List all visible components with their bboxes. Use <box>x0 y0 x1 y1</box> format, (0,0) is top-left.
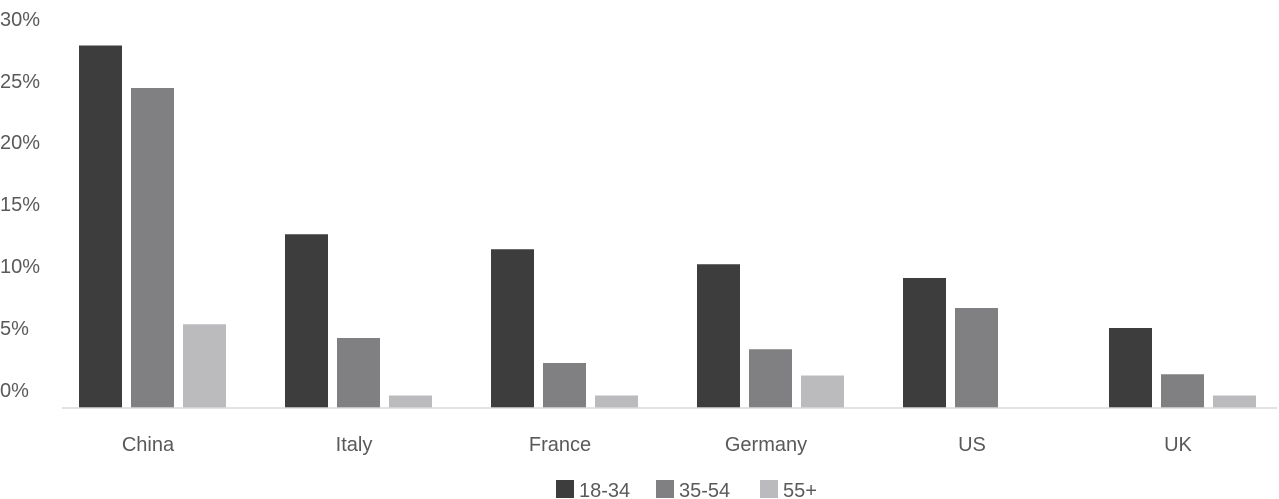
legend-label: 35-54 <box>679 480 730 499</box>
x-category-label: China <box>122 434 175 456</box>
bar-uk-55plus <box>1213 395 1256 408</box>
bar-uk-35-54 <box>1161 374 1204 408</box>
y-tick-label: 5% <box>0 318 29 340</box>
x-axis-categories: China Italy France Germany US UK <box>122 434 1193 456</box>
bar-us-18-34 <box>903 278 946 408</box>
bar-italy-55plus <box>389 395 432 408</box>
bar-china-18-34 <box>79 45 122 408</box>
legend-swatch-55-plus <box>760 480 778 498</box>
bar-china-55plus <box>183 324 226 408</box>
x-category-label: Germany <box>725 434 807 456</box>
x-category-label: France <box>529 434 591 456</box>
bar-france-35-54 <box>543 363 586 408</box>
y-tick-label: 0% <box>0 380 29 402</box>
y-tick-label: 10% <box>0 256 40 278</box>
y-axis-ticks: 0% 5% 10% 15% 20% 25% 30% <box>0 9 40 402</box>
legend-swatch-18-34 <box>556 480 574 498</box>
bar-us-35-54 <box>955 308 998 408</box>
bar-germany-18-34 <box>697 264 740 408</box>
bars <box>79 45 1256 408</box>
x-category-label: UK <box>1164 434 1192 456</box>
bar-germany-55plus <box>801 375 844 408</box>
x-category-label: Italy <box>336 434 373 456</box>
legend-label: 55+ <box>783 480 817 499</box>
legend: 18-34 35-54 55+ <box>556 480 817 499</box>
y-tick-label: 25% <box>0 71 40 93</box>
bar-france-55plus <box>595 395 638 408</box>
bar-italy-35-54 <box>337 338 380 408</box>
y-tick-label: 30% <box>0 9 40 31</box>
y-tick-label: 15% <box>0 194 40 216</box>
bar-germany-35-54 <box>749 349 792 408</box>
x-category-label: US <box>958 434 986 456</box>
legend-swatch-35-54 <box>656 480 674 498</box>
bar-italy-18-34 <box>285 234 328 408</box>
y-tick-label: 20% <box>0 132 40 154</box>
legend-label: 18-34 <box>579 480 630 499</box>
bar-uk-18-34 <box>1109 328 1152 408</box>
bar-france-18-34 <box>491 249 534 408</box>
bar-china-35-54 <box>131 88 174 408</box>
